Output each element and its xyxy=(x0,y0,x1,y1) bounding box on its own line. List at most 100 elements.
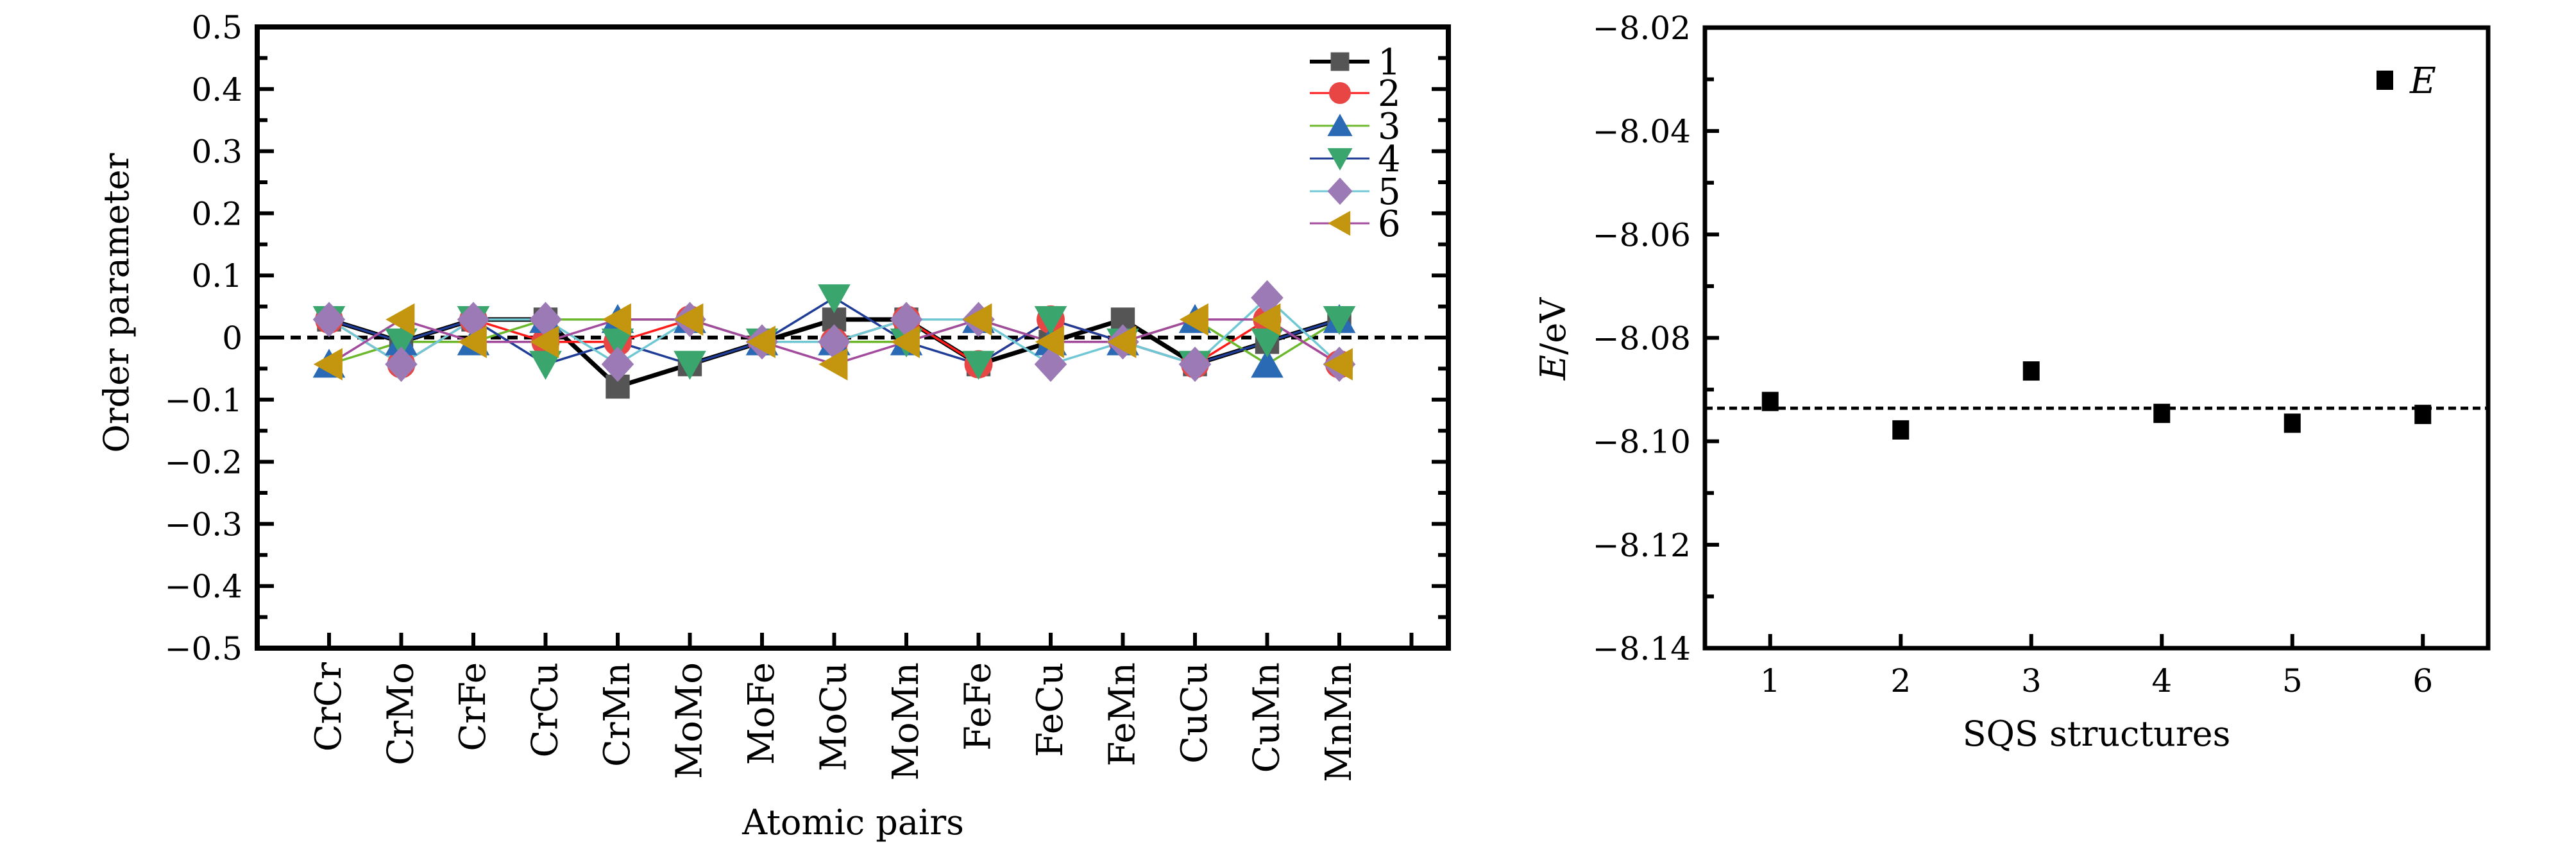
y-tick-label: −8.08 xyxy=(1593,320,1691,357)
x-tick-label: CrCu xyxy=(525,662,566,758)
series-6-point xyxy=(1179,303,1208,336)
y-tick-label: −8.14 xyxy=(1593,630,1691,667)
y-tick-label: −0.5 xyxy=(165,630,242,667)
y-tick-label: 0.4 xyxy=(191,71,242,108)
y-tick-label: −8.10 xyxy=(1593,424,1691,461)
y-tick-label: −0.4 xyxy=(165,568,242,605)
energy-point xyxy=(2022,361,2040,381)
series-5-point xyxy=(890,302,923,338)
y-tick-label: −8.02 xyxy=(1593,10,1691,47)
legend-label-E: E xyxy=(2409,60,2436,102)
x-tick-label: CrMo xyxy=(380,662,422,766)
x-axis-title: Atomic pairs xyxy=(741,802,964,843)
series-5-point xyxy=(457,302,490,338)
x-tick-label: MoFe xyxy=(741,662,783,765)
x-tick-label: CrMn xyxy=(597,662,638,767)
x-tick-label: CrFe xyxy=(452,662,494,751)
legend-marker-6 xyxy=(1328,210,1351,236)
series-3-point xyxy=(1251,348,1284,378)
legend-label-3: 3 xyxy=(1378,106,1401,148)
series-4-point xyxy=(529,350,562,380)
y-tick-label: −0.2 xyxy=(165,444,242,481)
x-tick-label: MoMn xyxy=(885,662,927,780)
x-tick-label: 2 xyxy=(1890,662,1911,699)
x-tick-label: 6 xyxy=(2412,662,2433,699)
series-6-point xyxy=(1107,325,1137,359)
x-tick-label: MoCu xyxy=(813,662,855,771)
energy-point xyxy=(2414,404,2432,424)
series-5-point xyxy=(1178,347,1212,382)
series-5-point xyxy=(385,347,418,382)
y-axis-title: Order parameter xyxy=(96,153,137,452)
series-4-point xyxy=(962,350,995,380)
y-tick-label: −0.3 xyxy=(165,506,242,543)
series-5-point xyxy=(529,302,562,338)
x-tick-label: CuMn xyxy=(1246,662,1288,773)
y-tick-label: −8.04 xyxy=(1593,113,1691,150)
series-6-point xyxy=(313,348,343,381)
y-tick-label: 0 xyxy=(222,320,242,357)
series-6-point xyxy=(674,303,704,336)
series-6-point xyxy=(963,303,992,336)
series-5-point xyxy=(1034,347,1067,382)
energy-point xyxy=(2284,413,2301,433)
series-4-point xyxy=(1251,328,1284,357)
y-axis-title-symbol: E xyxy=(1533,355,1573,381)
plot-frame xyxy=(1702,25,2491,651)
x-tick-label: 5 xyxy=(2282,662,2303,699)
legend-label-1: 1 xyxy=(1378,42,1401,83)
plot-frame xyxy=(255,24,1451,651)
series-6-point xyxy=(530,325,559,359)
series-6-point xyxy=(890,325,920,359)
y-tick-label: 0.2 xyxy=(191,195,242,232)
y-tick-label: 0.5 xyxy=(191,9,242,46)
series-4-point xyxy=(601,328,634,357)
series-6-point xyxy=(1035,325,1064,359)
legend-label-5: 5 xyxy=(1378,171,1401,213)
series-6-point xyxy=(386,303,415,336)
series-5-point xyxy=(601,347,634,382)
legend-label-6: 6 xyxy=(1378,203,1401,245)
legend-marker-5 xyxy=(1327,177,1353,205)
x-tick-label: 3 xyxy=(2021,662,2042,699)
legend-label-4: 4 xyxy=(1378,139,1401,180)
x-axis-title: SQS structures xyxy=(1963,714,2231,754)
series-5-point xyxy=(312,302,346,338)
order-parameter-chart: 0.5 0.4 0.3 0.2 0.1 0 −0.1 −0.2 −0.3 −0.4 −0.5 CrCr… xyxy=(96,9,1451,843)
series-6-point xyxy=(1323,348,1353,381)
y-tick-label: −0.1 xyxy=(165,382,242,419)
series-4-point xyxy=(385,328,418,357)
y-axis-title-unit: /eV xyxy=(1533,297,1573,355)
series-6-point xyxy=(457,325,487,359)
series-4-point xyxy=(1034,306,1067,336)
series-6-point xyxy=(602,303,631,336)
energy-point xyxy=(1761,391,1779,411)
legend-marker-3 xyxy=(1327,114,1353,137)
series-6-point xyxy=(1251,303,1281,336)
energy-chart: −8.02 −8.04 −8.06 −8.08 −8.10 −8.12 −8.14 1 2 3 4 5… xyxy=(1533,10,2491,754)
series-6-point xyxy=(818,348,848,381)
y-tick-label: 0.1 xyxy=(191,257,242,295)
y-tick-label: −8.06 xyxy=(1593,216,1691,253)
series-5-point xyxy=(818,324,851,360)
legend-marker-2 xyxy=(1329,82,1351,104)
x-tick-label: 4 xyxy=(2151,662,2172,699)
series-6-point xyxy=(746,325,775,359)
y-tick-label: −8.12 xyxy=(1593,527,1691,564)
series-4-point xyxy=(818,284,851,314)
x-tick-label: CuCu xyxy=(1174,662,1216,764)
legend-label-2: 2 xyxy=(1378,73,1401,115)
x-tick-label: FeFe xyxy=(958,662,999,751)
series-4-point xyxy=(674,350,706,380)
y-axis-title: E/eV xyxy=(1533,297,1573,381)
x-tick-label: FeCu xyxy=(1030,662,1071,757)
series-4-point xyxy=(1323,306,1356,336)
x-tick-label: 1 xyxy=(1760,662,1781,699)
x-tick-label: FeMn xyxy=(1102,662,1144,766)
x-tick-label: MoMo xyxy=(669,662,711,779)
legend-marker-4 xyxy=(1327,148,1353,171)
energy-point xyxy=(2153,404,2171,424)
x-tick-label: CrCr xyxy=(308,662,350,751)
legend-marker-1 xyxy=(1330,52,1350,71)
